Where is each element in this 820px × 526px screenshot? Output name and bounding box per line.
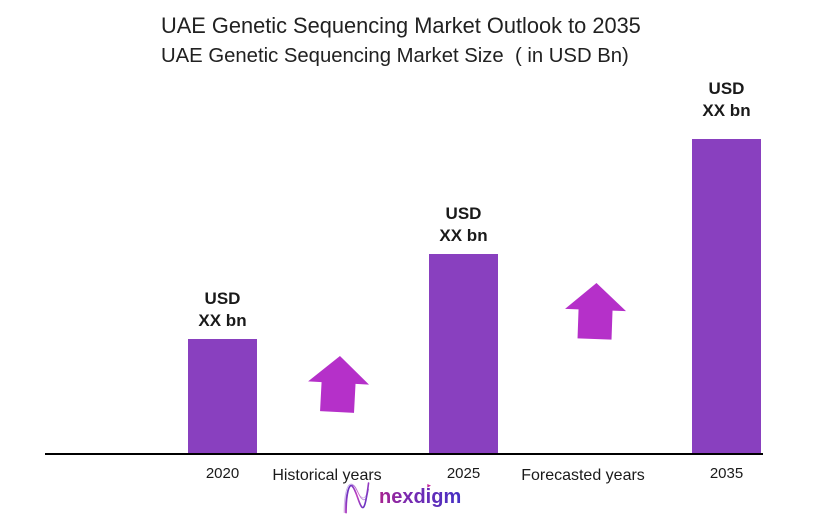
svg-text:nexdigm: nexdigm bbox=[379, 486, 461, 508]
